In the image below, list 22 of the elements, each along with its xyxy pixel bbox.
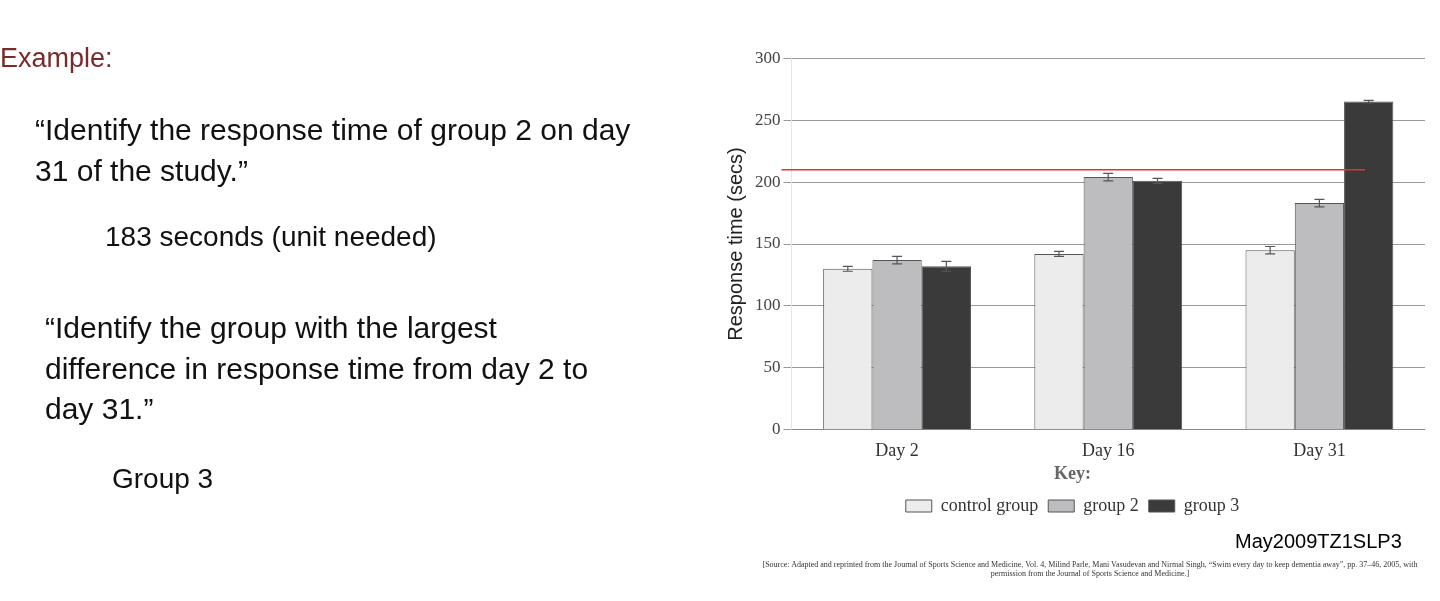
text: [Source: Adapted and reprinted from the Journal of Sports Science and Medicine, Vol. 4, Milind Parle, Mani Vasudevan and Nirmal Singh, “Swim every day to keep dementia away”, pp. 37–46, 2005, with permission from the Journal of Sports Science and Medicine.]	[761, 560, 1419, 578]
text: 183 seconds (unit needed)	[105, 220, 438, 254]
y-tick-label: 150	[755, 233, 781, 253]
y-tick-label: 300	[755, 47, 781, 67]
legend-label: group 3	[1183, 494, 1240, 515]
y-tick-label: 0	[772, 419, 781, 439]
x-tick-label: Day 16	[1082, 440, 1135, 461]
text: Example:	[0, 42, 114, 75]
x-tick-label: Day 31	[1293, 440, 1346, 461]
legend-title: Key:	[1054, 463, 1091, 484]
y-tick-label: 200	[755, 171, 781, 191]
y-tick-label: 50	[763, 357, 781, 377]
x-tick-label: Day 2	[875, 440, 919, 461]
text: Group 3	[112, 462, 215, 496]
y-axis-title: Response time (secs)	[723, 147, 746, 341]
text: May2009TZ1SLP3	[1235, 530, 1402, 553]
legend-label: group 2	[1083, 494, 1139, 515]
y-tick-label: 100	[755, 295, 781, 315]
y-tick-label: 250	[755, 109, 781, 129]
legend-label: control group	[940, 494, 1039, 515]
text: “Identify the response time of group 2 on day 31 of the study.”	[35, 112, 632, 189]
text: “Identify the group with the largest difference in response time from day 2 to day 31.”	[45, 310, 590, 427]
